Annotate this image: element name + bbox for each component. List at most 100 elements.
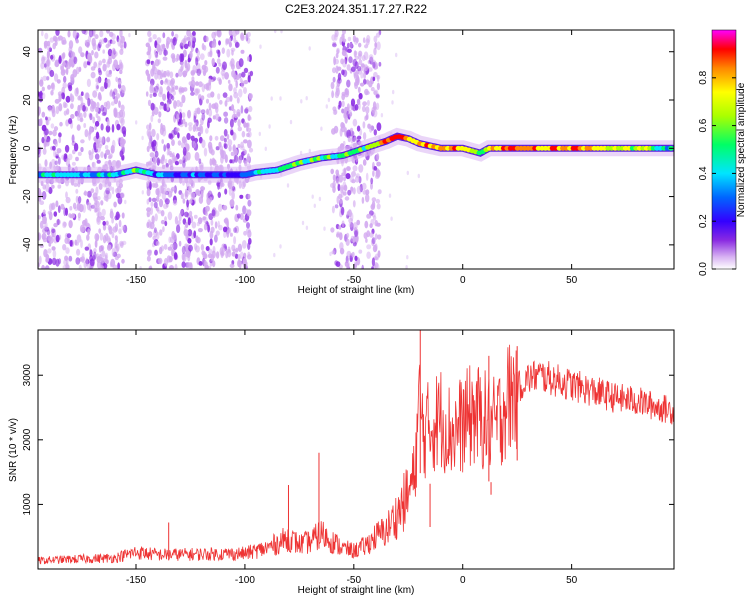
noise-point xyxy=(352,222,358,231)
noise-point xyxy=(211,58,215,66)
noise-point xyxy=(356,98,361,106)
noise-point xyxy=(286,183,290,188)
noise-point xyxy=(195,88,201,94)
noise-point xyxy=(186,30,191,37)
noise-point xyxy=(390,216,393,221)
noise-point xyxy=(102,63,107,72)
noise-point xyxy=(350,98,356,107)
noise-point xyxy=(219,99,223,105)
noise-point xyxy=(188,244,193,252)
noise-point xyxy=(208,108,213,117)
noise-point xyxy=(329,251,332,257)
noise-point xyxy=(158,257,163,265)
noise-point xyxy=(51,228,56,234)
noise-point xyxy=(78,264,82,269)
noise-point xyxy=(63,110,68,116)
noise-point xyxy=(154,213,158,222)
noise-point xyxy=(94,51,99,59)
noise-point xyxy=(226,48,231,58)
noise-point xyxy=(305,96,308,101)
noise-point xyxy=(96,159,101,164)
noise-point xyxy=(222,205,228,211)
noise-point xyxy=(229,232,233,237)
noise-point xyxy=(249,70,254,77)
noise-point xyxy=(87,228,91,236)
noise-point xyxy=(51,232,55,238)
noise-point xyxy=(73,142,79,152)
noise-point xyxy=(342,140,346,146)
noise-point xyxy=(220,181,224,186)
noise-point xyxy=(53,149,57,158)
y-tick-label: -20 xyxy=(22,189,33,204)
noise-point xyxy=(52,145,56,151)
noise-point xyxy=(237,243,243,252)
noise-point xyxy=(110,101,115,106)
noise-point xyxy=(111,40,116,45)
noise-point xyxy=(341,108,345,114)
noise-point xyxy=(164,158,168,164)
spectrogram-y-axis-label: Frequency (Hz) xyxy=(8,116,19,185)
noise-point xyxy=(337,183,341,192)
noise-point xyxy=(331,34,336,41)
noise-point xyxy=(99,265,105,269)
noise-point xyxy=(107,48,113,57)
noise-point xyxy=(170,53,176,60)
noise-point xyxy=(187,122,193,127)
noise-point xyxy=(119,40,124,49)
noise-point xyxy=(113,107,118,115)
noise-point xyxy=(244,79,248,85)
noise-point xyxy=(203,216,208,224)
noise-point xyxy=(201,112,206,121)
noise-point xyxy=(149,83,154,92)
noise-point xyxy=(193,110,197,116)
noise-point xyxy=(65,157,70,167)
noise-point xyxy=(334,204,339,209)
noise-point xyxy=(417,173,420,179)
noise-point xyxy=(103,190,109,199)
noise-point xyxy=(53,222,58,228)
noise-point xyxy=(172,233,177,241)
noise-point xyxy=(145,70,150,75)
noise-point xyxy=(79,117,84,123)
x-tick-label: -50 xyxy=(347,275,362,286)
noise-point xyxy=(163,243,168,250)
noise-point xyxy=(97,116,101,123)
noise-point xyxy=(154,52,159,59)
noise-point xyxy=(172,242,178,250)
noise-point xyxy=(194,108,198,114)
noise-point xyxy=(184,121,188,128)
noise-point xyxy=(231,70,236,78)
noise-point xyxy=(270,96,273,101)
noise-point xyxy=(345,260,350,268)
noise-point xyxy=(178,159,183,165)
noise-point xyxy=(237,259,241,268)
noise-point xyxy=(186,180,190,190)
noise-point xyxy=(61,53,66,60)
noise-point xyxy=(340,206,345,216)
y-tick-label: 20 xyxy=(22,94,33,106)
noise-point xyxy=(237,119,241,128)
noise-point xyxy=(331,90,334,99)
noise-point xyxy=(98,60,103,66)
noise-point xyxy=(334,32,338,41)
noise-point xyxy=(364,220,369,229)
noise-point xyxy=(68,40,74,49)
noise-point xyxy=(259,44,262,49)
colorbar-ticks: 0.0 0.2 0.4 0.6 0.8 xyxy=(698,70,736,276)
y-tick-label: 0 xyxy=(22,145,33,151)
noise-point xyxy=(368,124,373,133)
noise-point xyxy=(184,243,189,249)
noise-point xyxy=(201,139,206,149)
noise-point xyxy=(100,104,105,112)
noise-point xyxy=(172,199,178,206)
noise-point xyxy=(41,264,45,269)
noise-point xyxy=(301,220,305,226)
noise-point xyxy=(123,41,127,49)
noise-point xyxy=(345,46,349,53)
noise-point xyxy=(172,90,176,96)
noise-point xyxy=(156,83,160,90)
spectral-ridge xyxy=(38,127,674,183)
noise-point xyxy=(60,203,65,210)
noise-point xyxy=(332,180,336,189)
noise-point xyxy=(152,62,156,69)
